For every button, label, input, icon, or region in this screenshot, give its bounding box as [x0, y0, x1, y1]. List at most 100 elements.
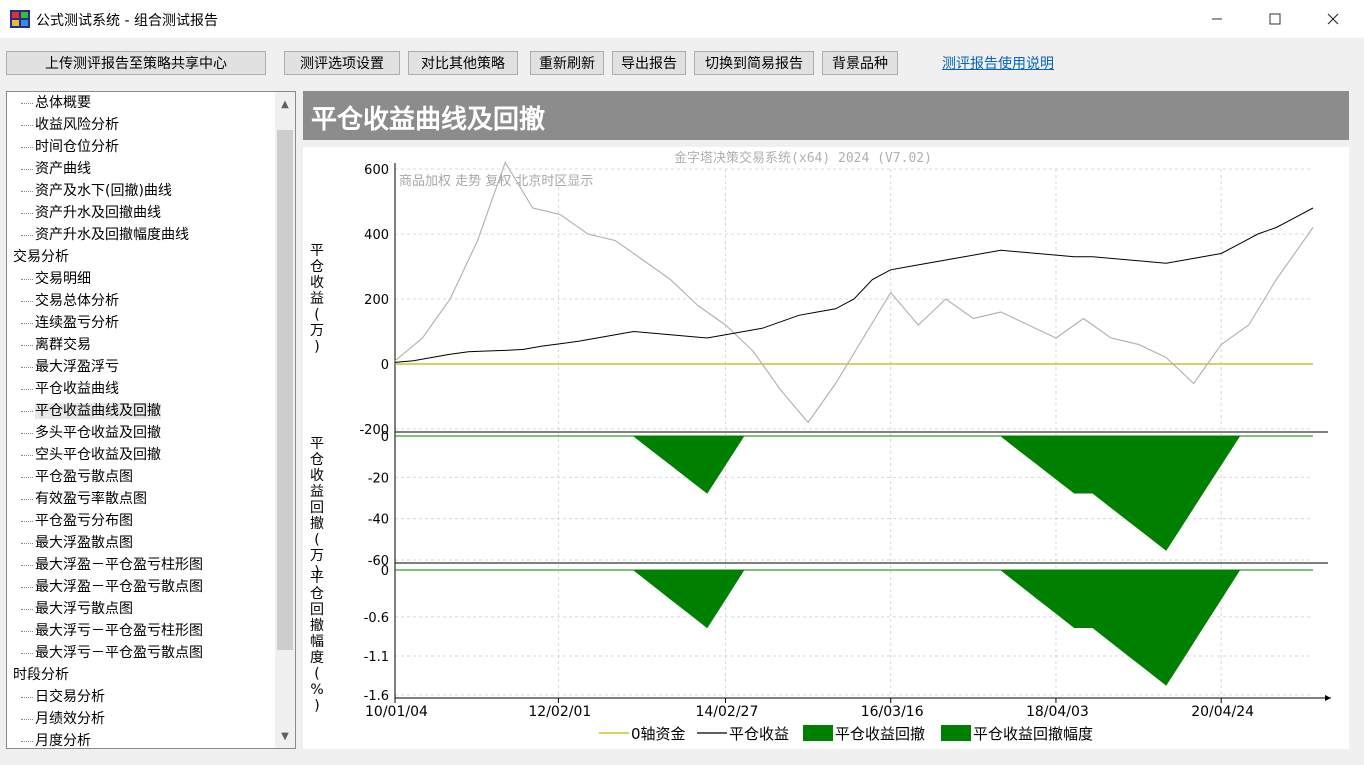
tree-connector	[21, 212, 33, 214]
y-tick-label: -200	[359, 423, 389, 438]
tree-connector	[21, 652, 33, 654]
profit-line	[394, 207, 1314, 363]
tree-item[interactable]: 平仓盈亏分布图	[21, 511, 133, 531]
tree-item[interactable]: 交易明细	[21, 269, 91, 289]
y-tick-label: -1.6	[364, 689, 389, 704]
tree-item[interactable]: 最大浮盈－平仓盈亏柱形图	[21, 555, 203, 575]
tree-connector	[21, 608, 33, 610]
scroll-down-icon[interactable]: ▼	[281, 730, 289, 742]
tree-item[interactable]: 连续盈亏分析	[21, 313, 119, 333]
tree-item[interactable]: 多头平仓收益及回撤	[21, 423, 161, 443]
y-axis-label-char: 撤	[310, 516, 324, 532]
y-axis-label-char: 益	[310, 484, 324, 500]
tree-item[interactable]: 最大浮盈散点图	[21, 533, 133, 553]
scroll-thumb[interactable]	[277, 130, 293, 650]
y-axis-label-char: 万	[310, 548, 324, 564]
x-tick-label: 20/04/24	[1191, 704, 1254, 720]
tree-item-label: 连续盈亏分析	[35, 315, 119, 331]
y-axis-label-char: 平	[310, 570, 324, 586]
drawdown-ratio-area	[395, 569, 1313, 686]
legend-swatch	[941, 725, 971, 741]
tree-item[interactable]: 资产及水下(回撤)曲线	[21, 181, 172, 201]
window-title: 公式测试系统 - 组合测试报告	[36, 13, 218, 29]
tree-item[interactable]: 月绩效分析	[21, 709, 105, 729]
tree-item[interactable]: 日交易分析	[21, 687, 105, 707]
tree-item[interactable]: 月度分析	[21, 731, 91, 748]
tree-item[interactable]: 交易分析	[13, 247, 69, 267]
close-icon[interactable]	[1304, 0, 1362, 38]
export-report-button[interactable]: 导出报告	[612, 51, 686, 75]
tree-item-label: 空头平仓收益及回撤	[35, 447, 161, 463]
y-tick-label: 200	[364, 293, 389, 308]
y-axis-label-char: (	[314, 307, 319, 323]
tree-connector	[21, 630, 33, 632]
tree-item[interactable]: 资产升水及回撤曲线	[21, 203, 161, 223]
profit-drawdown-chart: 金字塔决策交易系统(x64) 2024 (V7.02) 商品加权 走势 复权 北京…	[310, 150, 1331, 743]
tree-item[interactable]: 收益风险分析	[21, 115, 119, 135]
tree-item[interactable]: 离群交易	[21, 335, 91, 355]
report-help-link[interactable]: 测评报告使用说明	[942, 56, 1054, 72]
tree-connector	[21, 300, 33, 302]
tree-scrollbar[interactable]: ▲ ▼	[275, 92, 295, 748]
compare-strategy-button[interactable]: 对比其他策略	[408, 51, 518, 75]
y-axis-label-char: 收	[310, 275, 324, 291]
tree-connector	[21, 432, 33, 434]
upload-report-button[interactable]: 上传测评报告至策略共享中心	[6, 51, 266, 75]
y-tick-label: -60	[368, 554, 389, 569]
background-series-line	[394, 161, 1314, 424]
panel-header: 平仓收益曲线及回撤	[303, 91, 1349, 140]
tree-item[interactable]: 最大浮盈－平仓盈亏散点图	[21, 577, 203, 597]
background-variety-button[interactable]: 背景品种	[822, 51, 898, 75]
tree-connector	[21, 454, 33, 456]
tree-item[interactable]: 交易总体分析	[21, 291, 119, 311]
tree-item[interactable]: 资产曲线	[21, 159, 91, 179]
tree-item-label: 平仓盈亏分布图	[35, 513, 133, 529]
tree-item[interactable]: 最大浮盈浮亏	[21, 357, 119, 377]
tree-item-label: 总体概要	[35, 95, 91, 111]
y-axis-label-char: (	[314, 666, 319, 682]
tree-item-label: 最大浮亏散点图	[35, 601, 133, 617]
tree-item[interactable]: 最大浮亏－平仓盈亏散点图	[21, 643, 203, 663]
tree-item[interactable]: 有效盈亏率散点图	[21, 489, 147, 509]
tree-item[interactable]: 空头平仓收益及回撤	[21, 445, 161, 465]
tree-item-label: 交易总体分析	[35, 293, 119, 309]
switch-simple-report-button[interactable]: 切换到简易报告	[694, 51, 814, 75]
refresh-button[interactable]: 重新刷新	[530, 51, 604, 75]
app-icon	[10, 10, 30, 28]
tree-item[interactable]: 时段分析	[13, 665, 69, 685]
tree-item[interactable]: 平仓收益曲线及回撤	[21, 401, 161, 421]
maximize-icon[interactable]	[1246, 0, 1304, 38]
tree-connector	[21, 366, 33, 368]
tree-connector	[21, 542, 33, 544]
y-tick-label: 0	[381, 430, 389, 445]
tree-item[interactable]: 总体概要	[21, 93, 91, 113]
panel-title: 平仓收益曲线及回撤	[311, 105, 546, 135]
scroll-up-icon[interactable]: ▲	[281, 98, 289, 110]
tree-item[interactable]: 资产升水及回撤幅度曲线	[21, 225, 189, 245]
y-tick-label: -20	[368, 471, 389, 486]
tree-item[interactable]: 平仓收益曲线	[21, 379, 119, 399]
tree-item[interactable]: 时间仓位分析	[21, 137, 119, 157]
tree-item[interactable]: 最大浮亏散点图	[21, 599, 133, 619]
legend-label: 平仓收益回撤幅度	[973, 725, 1093, 743]
y-axis-label-char: %	[310, 682, 323, 698]
tree-connector	[21, 146, 33, 148]
tree-item-label: 资产升水及回撤幅度曲线	[35, 227, 189, 243]
tree-item[interactable]: 最大浮亏－平仓盈亏柱形图	[21, 621, 203, 641]
tree-connector	[21, 564, 33, 566]
tree-item-label: 资产及水下(回撤)曲线	[35, 183, 172, 199]
tree-item[interactable]: 平仓盈亏散点图	[21, 467, 133, 487]
title-bar: 公式测试系统 - 组合测试报告	[0, 0, 1364, 38]
y-axis-label-char: 平	[310, 243, 324, 259]
y-axis-label-char: 仓	[310, 586, 324, 602]
test-options-button[interactable]: 测评选项设置	[284, 51, 400, 75]
x-tick-label: 18/04/03	[1026, 704, 1089, 720]
tree-connector	[21, 124, 33, 126]
minimize-icon[interactable]	[1188, 0, 1246, 38]
tree-item-label: 平仓盈亏散点图	[35, 469, 133, 485]
tree-item-label: 资产曲线	[35, 161, 91, 177]
tree-item-label: 收益风险分析	[35, 117, 119, 133]
tree-item-label: 平仓收益曲线	[35, 381, 119, 397]
report-tree[interactable]: 总体概要收益风险分析时间仓位分析资产曲线资产及水下(回撤)曲线资产升水及回撤曲线…	[6, 91, 296, 749]
drawdown-area	[395, 435, 1313, 551]
